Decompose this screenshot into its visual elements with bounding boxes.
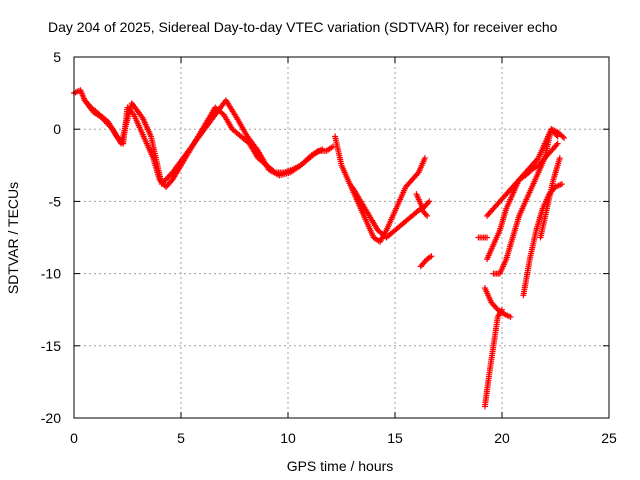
data-point [559, 133, 566, 140]
y-tick-label: -10 [41, 266, 61, 282]
chart-title: Day 204 of 2025, Sidereal Day-to-day VTE… [48, 19, 558, 35]
x-tick-label: 5 [177, 430, 185, 446]
series-arc-4 [349, 183, 431, 241]
data-point [319, 146, 326, 153]
y-tick-label: -15 [41, 338, 61, 354]
series-arc-5 [413, 191, 433, 212]
data-point [558, 181, 565, 188]
series-arc-9 [481, 285, 514, 320]
data-point [484, 234, 491, 241]
data-point [561, 134, 568, 141]
data-points [71, 87, 568, 410]
y-axis-label: SDTVAR / TECUs [5, 182, 21, 294]
x-tick-label: 0 [70, 430, 78, 446]
data-point [507, 313, 514, 320]
x-tick-label: 10 [280, 430, 296, 446]
x-axis-label: GPS time / hours [287, 458, 394, 474]
series-arc-15 [541, 126, 568, 162]
series-arc-14 [537, 155, 563, 241]
x-tick-label: 15 [387, 430, 403, 446]
data-point [426, 198, 433, 205]
data-point [556, 155, 563, 162]
x-tick-label: 20 [494, 430, 510, 446]
series-arc-8 [481, 306, 505, 410]
series-arc-3 [332, 133, 428, 245]
x-tick-label: 25 [601, 430, 617, 446]
data-point [421, 155, 428, 162]
data-point [428, 253, 435, 260]
plot-frame [73, 56, 610, 419]
series-arc-2 [81, 97, 326, 188]
series-arc-12 [490, 155, 548, 277]
y-tick-label: -5 [49, 193, 62, 209]
data-point [554, 140, 561, 147]
data-point [424, 212, 431, 219]
y-tick-label: -20 [41, 410, 61, 426]
tick-labels: 0 5 10 15 20 25 5 0 -5 -10 -15 -20 [41, 49, 617, 446]
series-arc-6 [417, 253, 435, 270]
grid-lines [74, 57, 609, 418]
y-tick-label: 0 [53, 121, 61, 137]
y-tick-label: 5 [53, 49, 61, 65]
series-arc-7 [475, 234, 491, 241]
series-arc-13 [520, 181, 565, 299]
